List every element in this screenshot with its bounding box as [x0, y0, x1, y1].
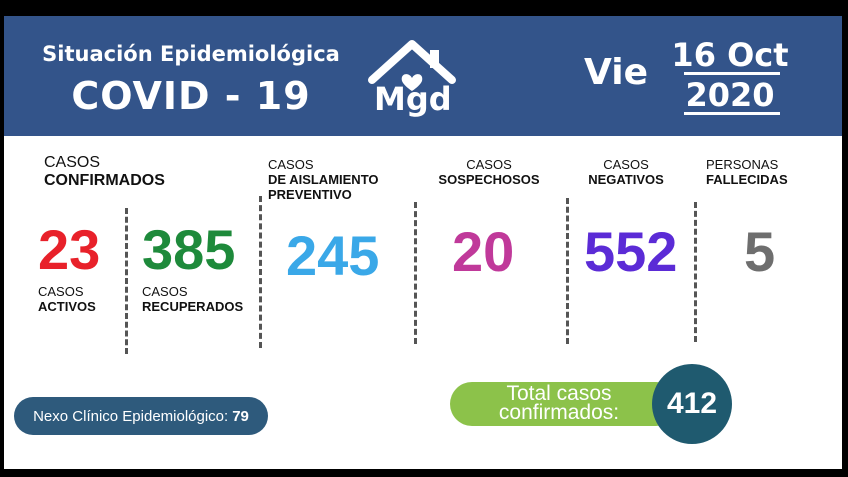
date-underline [684, 72, 780, 75]
fallecidas-value: 5 [744, 220, 776, 283]
fallecidas-label: PERSONAS FALLECIDAS [706, 157, 788, 187]
date-year: 2020 [685, 76, 775, 114]
nexo-label: Nexo Clínico Epidemiológico: [33, 407, 229, 425]
header-subtitle: Situación Epidemiológica [42, 42, 340, 66]
sospechosos-label: CASOS SOSPECHOSOS [438, 157, 540, 187]
header-banner: Situación Epidemiológica COVID - 19 Mgd … [4, 16, 842, 136]
confirmados-label: CASOS CONFIRMADOS [44, 154, 165, 189]
negativos-label: CASOS NEGATIVOS [588, 157, 664, 187]
sospechosos-value: 20 [452, 220, 515, 283]
total-label: Total casos confirmados: [498, 382, 620, 424]
infographic-card: Situación Epidemiológica COVID - 19 Mgd … [4, 16, 842, 469]
total-value: 412 [652, 364, 732, 444]
aislamiento-value: 245 [286, 224, 380, 287]
divider [259, 196, 262, 348]
date-day: Vie [584, 52, 648, 93]
divider [414, 202, 417, 344]
header-title: COVID - 19 [71, 74, 311, 118]
divider [125, 208, 128, 354]
aislamiento-label: CASOS DE AISLAMIENTO PREVENTIVO [268, 157, 379, 202]
divider [566, 198, 569, 344]
divider [694, 202, 697, 342]
date-underline [684, 112, 780, 115]
recuperados-value: 385 [142, 218, 236, 281]
activos-value: 23 [38, 218, 101, 281]
total-pill [450, 382, 678, 426]
nexo-value: 79 [232, 407, 249, 425]
house-heart-icon [368, 40, 456, 91]
nexo-clinico-badge: Nexo Clínico Epidemiológico: 79 [14, 397, 268, 435]
recuperados-label: CASOS RECUPERADOS [142, 284, 244, 314]
logo-text: Mgd [374, 80, 452, 118]
activos-label: CASOS ACTIVOS [38, 284, 96, 314]
negativos-value: 552 [584, 220, 678, 283]
date-day-month: 16 Oct [671, 36, 789, 74]
